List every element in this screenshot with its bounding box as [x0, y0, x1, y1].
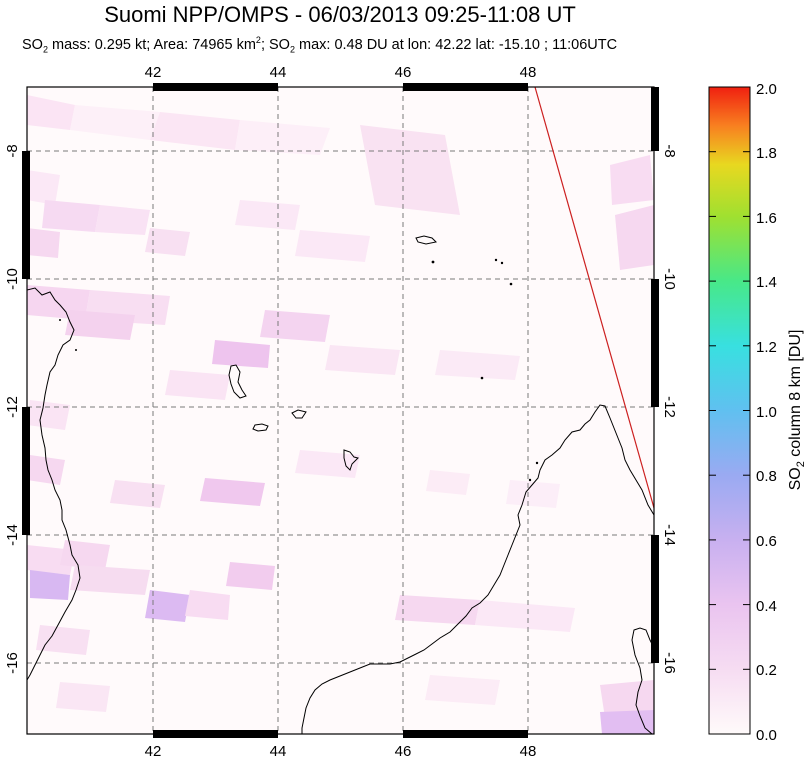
map-background [27, 87, 654, 734]
lat-labels-right: -8 -10 -12 -14 -16 [661, 144, 678, 674]
coastlines [27, 235, 654, 734]
graticule [27, 87, 654, 734]
cb-label-0.2: 0.2 [756, 662, 777, 679]
colorbar-ticks [709, 151, 750, 670]
lon-label-44-bottom: 44 [270, 743, 287, 759]
lon-label-42-top: 42 [145, 64, 162, 81]
lon-label-46-bottom: 46 [395, 743, 412, 759]
lon-label-44-top: 44 [270, 64, 287, 81]
lat-label-8-left: -8 [4, 144, 21, 157]
lon-label-42-bottom: 42 [145, 743, 162, 759]
cb-label-0.0: 0.0 [756, 727, 777, 744]
cb-label-1.8: 1.8 [756, 145, 777, 162]
lat-label-10-left: -10 [4, 268, 21, 290]
small-islands [59, 258, 539, 482]
lon-label-48-bottom: 48 [520, 743, 537, 759]
cb-label-1.0: 1.0 [756, 404, 777, 421]
lat-label-16-left: -16 [4, 652, 21, 674]
lat-label-12-left: -12 [4, 396, 21, 418]
lat-label-14-right: -14 [661, 524, 678, 546]
cb-label-1.2: 1.2 [756, 339, 777, 356]
lon-label-46-top: 46 [395, 64, 412, 81]
map-title: Suomi NPP/OMPS - 06/03/2013 09:25-11:08 … [104, 2, 576, 27]
lat-label-16-right: -16 [661, 652, 678, 674]
cb-label-0.6: 0.6 [756, 533, 777, 550]
orbit-swath-edge [534, 86, 655, 509]
map-border-bars [22, 83, 659, 738]
colorbar-labels: 2.0 1.8 1.6 1.4 1.2 1.0 0.8 0.6 0.4 0.2 … [756, 81, 777, 744]
lat-labels-left: -8 -10 -12 -14 -16 [4, 144, 21, 674]
lat-label-8-right: -8 [661, 144, 678, 157]
lat-label-10-right: -10 [661, 268, 678, 290]
cb-label-1.6: 1.6 [756, 210, 777, 227]
cb-label-0.4: 0.4 [756, 598, 777, 615]
cb-label-2.0: 2.0 [756, 81, 777, 98]
cb-label-0.8: 0.8 [756, 468, 777, 485]
lat-label-12-right: -12 [661, 396, 678, 418]
lat-label-14-left: -14 [4, 524, 21, 546]
colorbar-title: SO2 column 8 km [DU] [787, 330, 807, 491]
lon-labels-bottom: 42 44 46 48 [145, 743, 537, 759]
lon-label-48-top: 48 [520, 64, 537, 81]
lon-labels-top: 42 44 46 48 [145, 64, 537, 81]
so2-pixel-layer [27, 95, 654, 734]
map-subtitle: SO2 mass: 0.295 kt; Area: 74965 km2; SO2… [22, 35, 618, 55]
cb-label-1.4: 1.4 [756, 274, 777, 291]
